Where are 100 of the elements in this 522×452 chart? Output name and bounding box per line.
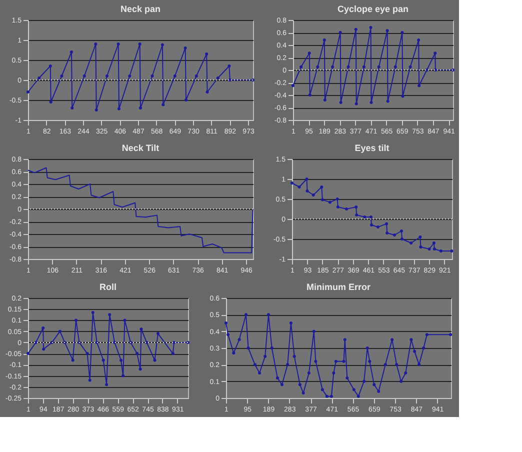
point <box>346 376 349 380</box>
point <box>60 74 64 78</box>
point <box>314 360 318 363</box>
point <box>82 74 86 78</box>
point <box>108 313 112 316</box>
point <box>38 76 41 80</box>
point <box>323 98 326 102</box>
point <box>42 348 46 351</box>
point <box>122 374 125 378</box>
point <box>352 388 356 392</box>
point <box>116 42 120 46</box>
point <box>228 64 231 68</box>
point <box>450 250 454 252</box>
point <box>139 106 142 110</box>
point <box>290 182 294 184</box>
point <box>74 318 78 322</box>
point <box>316 65 320 68</box>
point <box>136 352 139 356</box>
point <box>244 313 248 316</box>
point <box>106 74 108 78</box>
point <box>320 186 324 188</box>
point <box>171 352 174 356</box>
point <box>160 43 164 46</box>
point <box>354 102 358 106</box>
point <box>91 310 94 314</box>
point <box>376 226 380 228</box>
point <box>258 372 261 374</box>
point <box>308 94 312 96</box>
point <box>368 360 372 363</box>
point <box>322 38 326 42</box>
point <box>356 394 360 398</box>
point <box>386 100 390 103</box>
point <box>377 65 380 68</box>
point <box>94 108 98 112</box>
point <box>292 354 296 358</box>
point <box>384 363 387 366</box>
point <box>425 333 428 336</box>
chart-title: Eyes tilt <box>354 143 390 153</box>
point <box>386 29 389 32</box>
point <box>325 394 328 398</box>
point <box>264 354 267 358</box>
point <box>400 238 404 240</box>
point <box>86 352 89 356</box>
point <box>428 248 431 250</box>
point <box>342 360 346 363</box>
point <box>289 322 292 324</box>
point <box>138 368 142 371</box>
point <box>94 42 98 46</box>
point <box>232 352 236 354</box>
point <box>58 330 62 333</box>
point <box>401 94 404 98</box>
point <box>266 313 270 316</box>
point <box>413 350 416 353</box>
point <box>369 26 372 29</box>
point <box>344 208 348 210</box>
point <box>390 338 394 342</box>
point <box>26 352 30 356</box>
point <box>386 232 389 234</box>
point <box>417 38 420 42</box>
point <box>432 242 436 244</box>
point <box>410 242 413 244</box>
point <box>400 230 403 232</box>
point <box>105 383 108 386</box>
point <box>332 372 336 374</box>
point <box>372 383 376 386</box>
point <box>123 318 126 322</box>
point <box>404 372 408 374</box>
point <box>370 224 374 226</box>
point <box>102 358 105 362</box>
point <box>298 383 302 386</box>
chart-title: Neck Tilt <box>122 143 160 153</box>
point <box>205 52 208 56</box>
point <box>354 28 358 31</box>
point <box>184 98 188 102</box>
point <box>312 330 316 333</box>
point <box>422 346 426 350</box>
point <box>363 216 366 218</box>
point <box>366 346 369 350</box>
point <box>312 194 315 196</box>
point <box>334 360 338 363</box>
point <box>71 358 74 362</box>
point <box>276 376 279 380</box>
point <box>150 74 154 78</box>
point <box>246 346 250 350</box>
point <box>298 186 301 188</box>
point <box>328 200 332 204</box>
point <box>26 90 30 94</box>
point <box>362 65 366 68</box>
point <box>253 363 256 366</box>
point <box>320 388 324 392</box>
point <box>418 363 421 366</box>
point <box>385 222 388 226</box>
point <box>88 378 92 382</box>
line-series <box>28 167 254 254</box>
point <box>432 248 436 250</box>
point <box>308 52 311 55</box>
point <box>346 65 350 68</box>
point <box>292 84 294 88</box>
point <box>395 363 398 366</box>
point <box>434 52 437 55</box>
